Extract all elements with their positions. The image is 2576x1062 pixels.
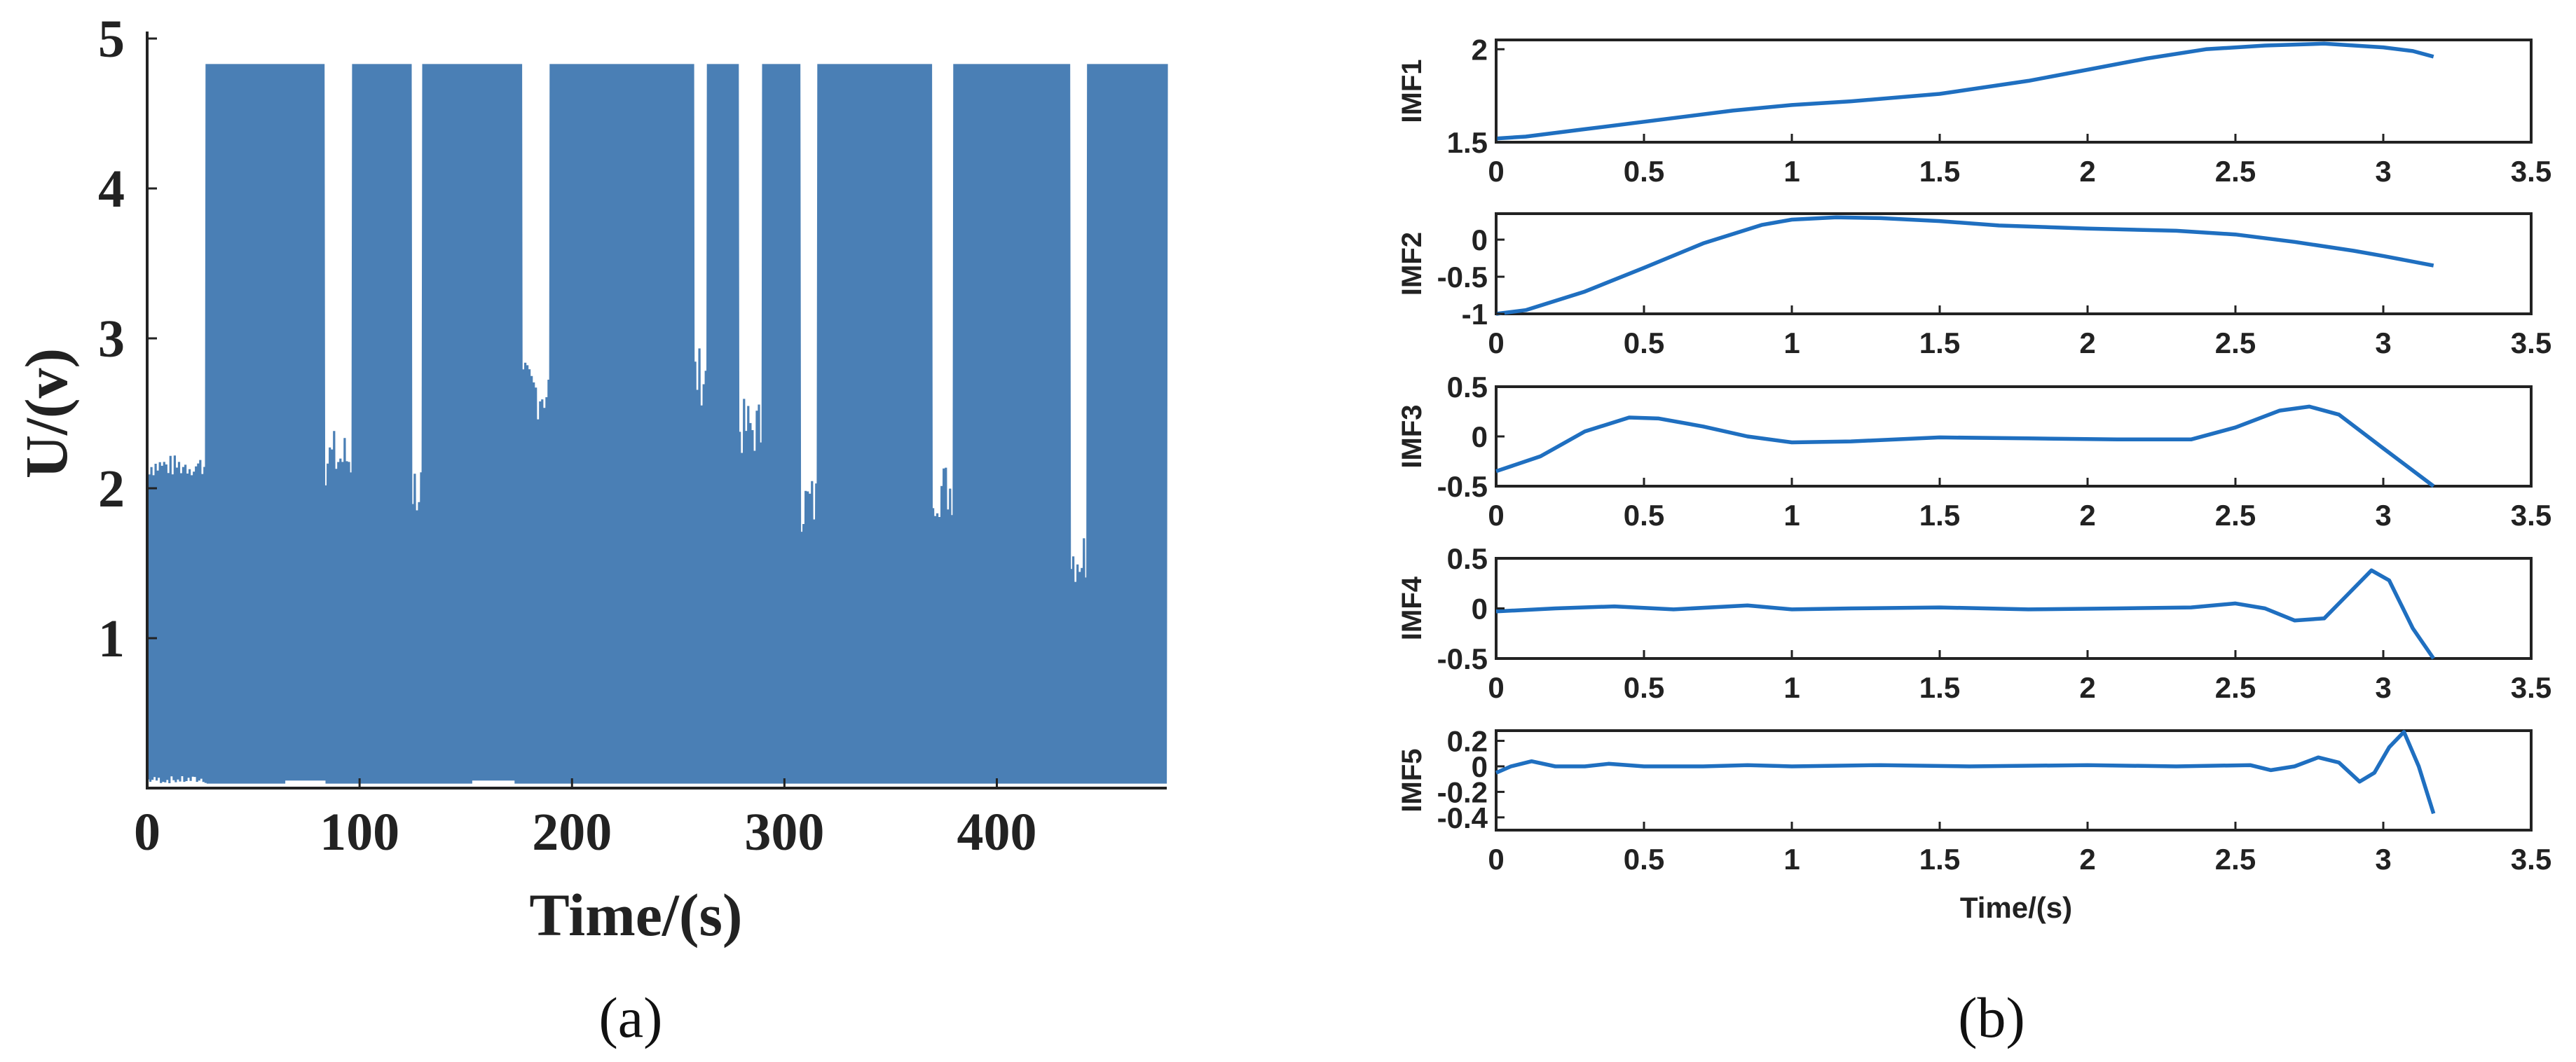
x-tick-label: 3 <box>2375 843 2391 876</box>
voltage-series-line <box>146 64 1168 784</box>
x-tick-label: 2.5 <box>2215 499 2256 532</box>
x-axis-label: Time/(s) <box>1960 891 2072 924</box>
x-tick-label: 0.5 <box>1624 155 1664 188</box>
y-tick-label: 0.2 <box>1447 725 1488 758</box>
x-tick-label: 3 <box>2375 326 2391 359</box>
imf-subplot: 0 0.5 1 1.5 2 2.5 3 3.5 1.5 2 IMF1 <box>1397 33 2551 188</box>
x-tick-label: 3 <box>2375 155 2391 188</box>
subplot-frame <box>1495 39 2533 144</box>
panel-label-a: (a) <box>598 986 662 1049</box>
subplot-frame <box>1495 729 2533 832</box>
x-tick-label: 1 <box>1783 326 1800 359</box>
imf-series-label: IMF1 <box>1397 59 1427 123</box>
panel-a-chart: 0 100 200 300 400 1 2 3 4 5 Time/(s) U/(v) <box>13 10 1168 949</box>
y-tick-label: -0.5 <box>1437 642 1488 675</box>
x-tick-label: 1.5 <box>1919 326 1960 359</box>
imf-series-label: IMF4 <box>1397 576 1427 640</box>
x-tick-label: 3.5 <box>2511 155 2551 188</box>
x-tick-label: 200 <box>532 803 612 862</box>
x-tick-label: 0.5 <box>1624 843 1664 876</box>
x-tick-label: 3.5 <box>2511 499 2551 532</box>
imf-series-line <box>1495 41 2434 141</box>
x-tick-label: 2 <box>2079 326 2095 359</box>
imf-series-line <box>1495 404 2435 488</box>
x-tick-label: 3.5 <box>2511 843 2551 876</box>
x-tick-label: 400 <box>957 803 1037 862</box>
x-tick-label: 1.5 <box>1919 499 1960 532</box>
x-tick-label: 0 <box>1488 499 1504 532</box>
imf-series-line <box>1495 568 2435 660</box>
imf-series-line <box>1495 215 2434 316</box>
x-tick-label: 0 <box>134 803 160 862</box>
x-tick-label: 1.5 <box>1919 671 1960 704</box>
x-tick-label: 0.5 <box>1624 499 1664 532</box>
imf-series-label: IMF2 <box>1397 232 1427 296</box>
y-tick-label: 0 <box>1472 593 1488 626</box>
x-tick-label: 2.5 <box>2215 155 2256 188</box>
x-tick-label: 0.5 <box>1624 326 1664 359</box>
x-tick-label: 0.5 <box>1624 671 1664 704</box>
imf-series-label: IMF5 <box>1397 748 1427 812</box>
y-tick-label: -0.2 <box>1437 775 1488 808</box>
x-tick-label: 300 <box>744 803 824 862</box>
subplot-frame <box>1495 212 2533 315</box>
x-tick-label: 2 <box>2079 499 2095 532</box>
x-tick-label: 1.5 <box>1919 843 1960 876</box>
x-tick-label: 2.5 <box>2215 671 2256 704</box>
y-tick-label: -1 <box>1462 298 1488 331</box>
x-tick-label: 0 <box>1488 671 1504 704</box>
x-tick-label: 2 <box>2079 671 2095 704</box>
y-tick-label: 0 <box>1472 223 1488 256</box>
x-axis-label: Time/(s) <box>529 881 742 949</box>
x-tick-label: 1 <box>1783 499 1800 532</box>
x-tick-label: 1 <box>1783 155 1800 188</box>
imf-series-line <box>1495 730 2436 815</box>
x-tick-label: 1 <box>1783 843 1800 876</box>
x-tick-label: 2 <box>2079 843 2095 876</box>
y-tick-label: 4 <box>98 160 125 219</box>
x-tick-label: 2.5 <box>2215 843 2256 876</box>
y-tick-label: 1 <box>98 609 125 668</box>
y-axis-label: U/(v) <box>13 348 80 478</box>
x-tick-label: 0 <box>1488 843 1504 876</box>
x-tick-label: 0 <box>1488 326 1504 359</box>
y-tick-label: -0.5 <box>1437 470 1488 503</box>
x-tick-label: 2.5 <box>2215 326 2256 359</box>
y-tick-label: 0 <box>1472 420 1488 453</box>
x-tick-label: 0 <box>1488 155 1504 188</box>
x-tick-label: 1 <box>1783 671 1800 704</box>
y-tick-label: 2 <box>98 460 125 518</box>
x-tick-label: 100 <box>320 803 399 862</box>
y-tick-label: -0.4 <box>1437 801 1488 834</box>
y-tick-label: 0 <box>1472 750 1488 783</box>
panel-label-b: (b) <box>1958 986 2025 1049</box>
y-tick-label: 5 <box>98 10 125 69</box>
x-tick-label: 1.5 <box>1919 155 1960 188</box>
y-tick-label: 2 <box>1472 33 1488 66</box>
imf-series-label: IMF3 <box>1397 404 1427 468</box>
y-tick-label: 0.5 <box>1447 542 1488 575</box>
y-tick-label: 0.5 <box>1447 371 1488 404</box>
x-tick-label: 3 <box>2375 671 2391 704</box>
y-tick-label: 1.5 <box>1447 126 1488 159</box>
y-tick-label: 3 <box>98 310 125 368</box>
x-tick-label: 2 <box>2079 155 2095 188</box>
y-tick-label: -0.5 <box>1437 261 1488 294</box>
x-tick-label: 3.5 <box>2511 671 2551 704</box>
x-tick-label: 3 <box>2375 499 2391 532</box>
x-tick-label: 3.5 <box>2511 326 2551 359</box>
